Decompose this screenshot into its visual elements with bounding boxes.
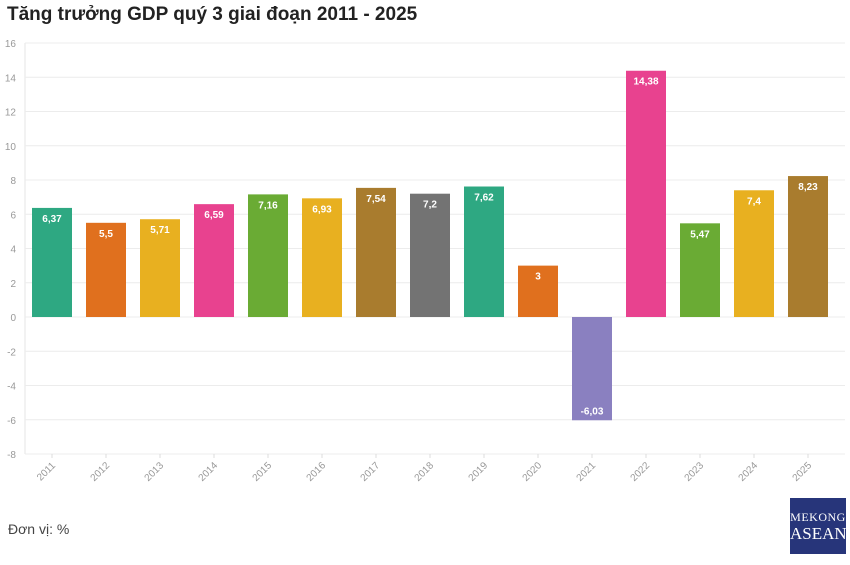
x-tick-label: 2014 (197, 460, 221, 484)
y-tick-label: 4 (10, 245, 16, 256)
data-label: 3 (535, 272, 541, 283)
data-label: 6,93 (312, 204, 332, 215)
x-tick-label: 2023 (683, 460, 707, 484)
x-tick-label: 2019 (467, 460, 491, 484)
x-tick-label: 2013 (143, 460, 167, 484)
data-label: 5,71 (150, 225, 170, 236)
data-label: 8,23 (798, 182, 818, 193)
mekong-asean-logo: MEKONG ASEAN (790, 498, 847, 554)
data-label: 14,38 (633, 77, 658, 88)
data-label: 7,62 (474, 193, 494, 204)
bar-2012 (86, 222, 126, 317)
bar-2023 (680, 223, 720, 317)
data-label: 5,5 (99, 229, 113, 240)
y-tick-label: -8 (7, 450, 16, 461)
x-tick-label: 2018 (413, 460, 437, 484)
data-label: 7,16 (258, 200, 278, 211)
x-tick-label: 2017 (359, 460, 383, 484)
y-tick-label: 10 (5, 142, 17, 153)
x-tick-label: 2015 (251, 460, 275, 484)
x-tick-label: 2012 (89, 460, 113, 484)
x-tick-label: 2020 (521, 460, 545, 484)
bar-2013 (140, 219, 180, 317)
y-tick-label: -4 (7, 382, 16, 393)
chart-title: Tăng trưởng GDP quý 3 giai đoạn 2011 - 2… (7, 4, 418, 25)
data-label: 6,37 (42, 214, 62, 225)
bar-2016 (302, 198, 342, 317)
data-label: 7,4 (747, 196, 761, 207)
bar-2019 (464, 186, 504, 317)
bar-2015 (248, 194, 288, 317)
bar-2022 (626, 70, 666, 318)
bar-2025 (788, 176, 828, 317)
data-label: 7,54 (366, 194, 386, 205)
logo-line2: ASEAN (790, 524, 847, 543)
x-tick-label: 2021 (575, 460, 599, 484)
data-label: 6,59 (204, 210, 224, 221)
y-tick-label: 12 (5, 108, 17, 119)
data-label: 7,2 (423, 200, 437, 211)
bar-2024 (734, 190, 774, 317)
data-label: -6,03 (581, 406, 604, 417)
y-tick-label: 8 (10, 176, 16, 187)
bar-2018 (410, 193, 450, 317)
x-tick-label: 2024 (737, 460, 761, 484)
x-tick-label: 2011 (35, 460, 58, 483)
bar-2014 (194, 204, 234, 317)
y-tick-label: -2 (7, 347, 16, 358)
bar-2017 (356, 187, 396, 317)
x-tick-label: 2022 (629, 460, 653, 484)
unit-note: Đơn vị: % (8, 521, 70, 537)
x-tick-label: 2025 (791, 460, 815, 484)
y-tick-label: 6 (10, 210, 16, 221)
logo-line1: MEKONG (790, 510, 846, 524)
x-tick-label: 2016 (305, 460, 329, 484)
y-tick-label: 2 (10, 279, 16, 290)
y-tick-label: 16 (5, 39, 17, 50)
bar-2020 (518, 265, 558, 317)
y-tick-label: -6 (7, 416, 16, 427)
bar-2011 (32, 207, 72, 317)
bar-2021 (572, 317, 612, 421)
y-tick-label: 14 (5, 73, 17, 84)
y-tick-label: 0 (10, 313, 16, 324)
data-label: 5,47 (690, 229, 710, 240)
